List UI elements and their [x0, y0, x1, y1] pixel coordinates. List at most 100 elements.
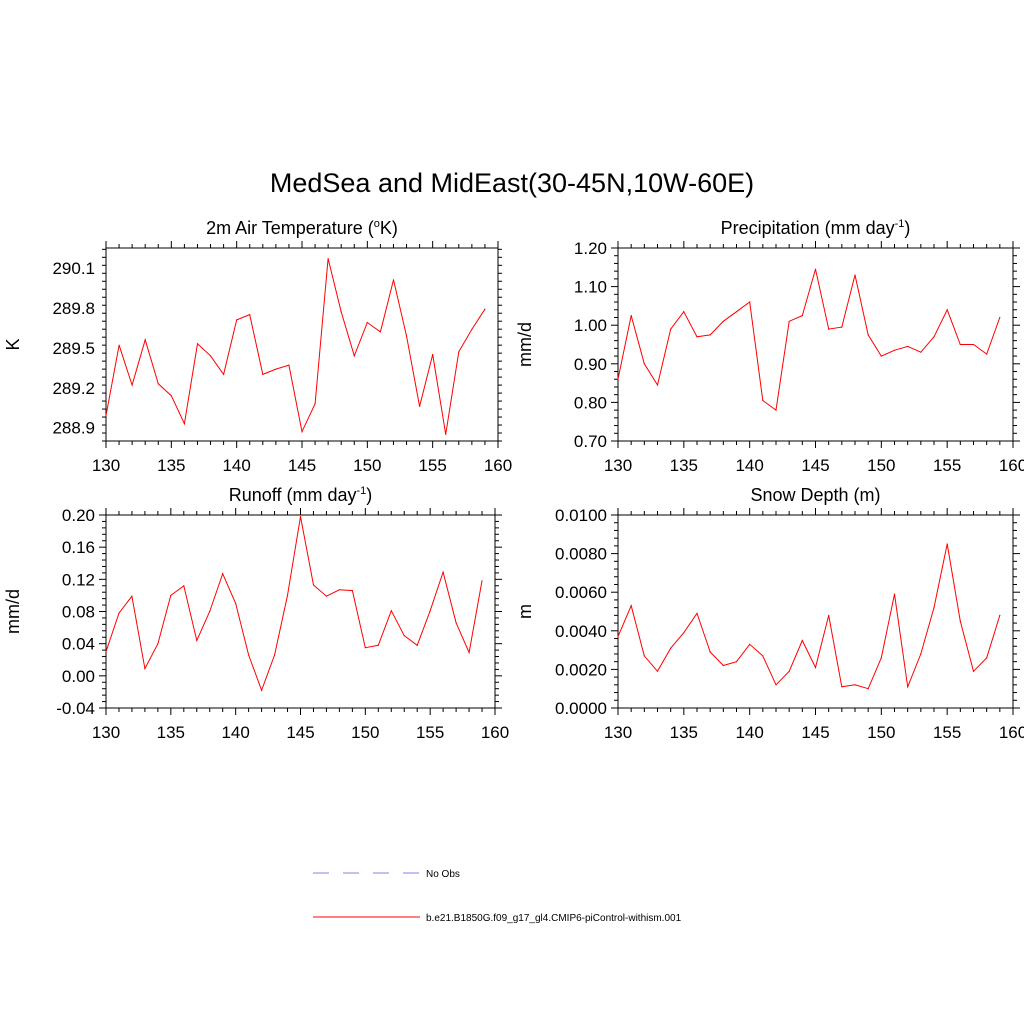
data-point	[986, 657, 988, 659]
data-point	[484, 308, 486, 310]
x-tick-label: 150	[353, 456, 381, 475]
y-tick-label: 288.9	[52, 419, 95, 438]
data-point	[775, 684, 777, 686]
data-point	[841, 326, 843, 328]
data-point	[814, 268, 817, 270]
data-point	[854, 684, 856, 686]
y-tick-label: 0.0080	[555, 545, 607, 564]
data-point	[262, 373, 264, 375]
y-tick-label: 1.20	[574, 239, 607, 258]
data-point	[920, 653, 922, 655]
x-tick-label: 140	[735, 456, 763, 475]
x-tick-label: 130	[92, 723, 120, 742]
x-tick-label: 145	[286, 723, 314, 742]
data-point	[893, 349, 896, 351]
panel-1: 2m Air Temperature (oK) 130 135 140 145 150 15…	[3, 218, 512, 475]
data-point	[972, 343, 975, 346]
x-tick-label: 135	[670, 456, 698, 475]
data-point	[301, 431, 303, 433]
data-point	[617, 378, 619, 380]
x-tick-label: 130	[92, 456, 120, 475]
data-point	[762, 399, 764, 402]
data-point	[312, 584, 315, 586]
data-point	[828, 614, 830, 617]
data-point	[801, 315, 803, 317]
y-axis-label: mm/d	[3, 589, 23, 634]
y-tick-label: 0.12	[62, 570, 95, 589]
data-point	[131, 595, 133, 597]
data-point	[749, 643, 751, 645]
data-point	[432, 353, 434, 356]
data-point	[959, 343, 961, 346]
plot-frame	[105, 514, 496, 709]
data-point	[471, 328, 473, 330]
y-tick-label: 0.08	[62, 603, 95, 622]
y-tick-label: 0.0100	[555, 506, 607, 525]
y-tick-label: 290.1	[52, 259, 95, 278]
y-tick-label: 1.00	[574, 316, 607, 335]
data-point	[445, 433, 447, 435]
data-point	[893, 593, 896, 595]
y-tick-label: 0.80	[574, 393, 607, 412]
x-tick-label: 140	[735, 723, 763, 742]
x-tick-label: 155	[416, 723, 444, 742]
x-tick-label: 130	[604, 723, 632, 742]
data-point	[775, 409, 777, 411]
y-axis-label: K	[3, 338, 23, 350]
data-point	[118, 612, 120, 614]
data-point	[209, 610, 211, 613]
data-point	[670, 647, 672, 649]
x-tick-label: 150	[867, 723, 895, 742]
data-point	[105, 651, 107, 653]
y-tick-label: 1.10	[574, 278, 607, 297]
y-tick-label: 289.8	[52, 299, 95, 318]
y-tick-label: -0.04	[56, 699, 95, 718]
data-point	[788, 320, 790, 322]
series-line	[105, 516, 483, 692]
data-point	[157, 643, 159, 645]
y-tick-label: 0.0020	[555, 660, 607, 679]
data-point	[643, 655, 645, 657]
panels: 2m Air Temperature (oK)130 135 140 145 150 15…	[3, 218, 1024, 742]
data-point	[274, 654, 276, 656]
data-point	[170, 395, 172, 397]
data-point	[709, 651, 711, 653]
data-point	[353, 355, 355, 357]
data-point	[458, 351, 460, 353]
data-point	[236, 319, 238, 321]
legend: No Obs b.e21.B1850G.f09_g17_gl4.CMIP6-pi…	[313, 869, 682, 924]
data-point	[379, 331, 381, 333]
x-tick-label: 135	[157, 456, 185, 475]
data-point	[722, 664, 724, 667]
x-tick-label: 160	[999, 723, 1024, 742]
data-point	[442, 571, 444, 573]
data-point	[340, 311, 342, 313]
x-tick-label: 155	[933, 723, 961, 742]
data-point	[366, 321, 368, 324]
panel-title-superscript: o	[374, 218, 380, 230]
data-point	[327, 258, 329, 260]
data-point	[828, 328, 830, 330]
data-point	[986, 353, 988, 355]
panel-title-suffix: )	[366, 485, 372, 505]
x-tick-label: 155	[933, 456, 961, 475]
data-point	[118, 344, 120, 346]
data-point	[144, 668, 146, 670]
data-point	[670, 328, 672, 330]
data-point	[338, 589, 340, 591]
data-point	[920, 351, 922, 353]
data-point	[261, 689, 263, 691]
panel-title: Precipitation (mm day-1)	[721, 218, 911, 238]
x-tick-label: 140	[222, 456, 250, 475]
data-point	[617, 636, 619, 638]
figure-title: MedSea and MidEast(30-45N,10W-60E)	[270, 168, 754, 198]
data-point	[762, 655, 764, 657]
plot-frame	[105, 247, 499, 442]
data-point	[933, 336, 935, 338]
legend-label-obs: No Obs	[426, 869, 460, 880]
x-tick-label: 160	[484, 456, 512, 475]
data-point	[735, 311, 738, 313]
y-tick-label: 0.0000	[555, 699, 607, 718]
panel-title-superscript: -1	[356, 485, 366, 497]
data-point	[907, 686, 909, 688]
